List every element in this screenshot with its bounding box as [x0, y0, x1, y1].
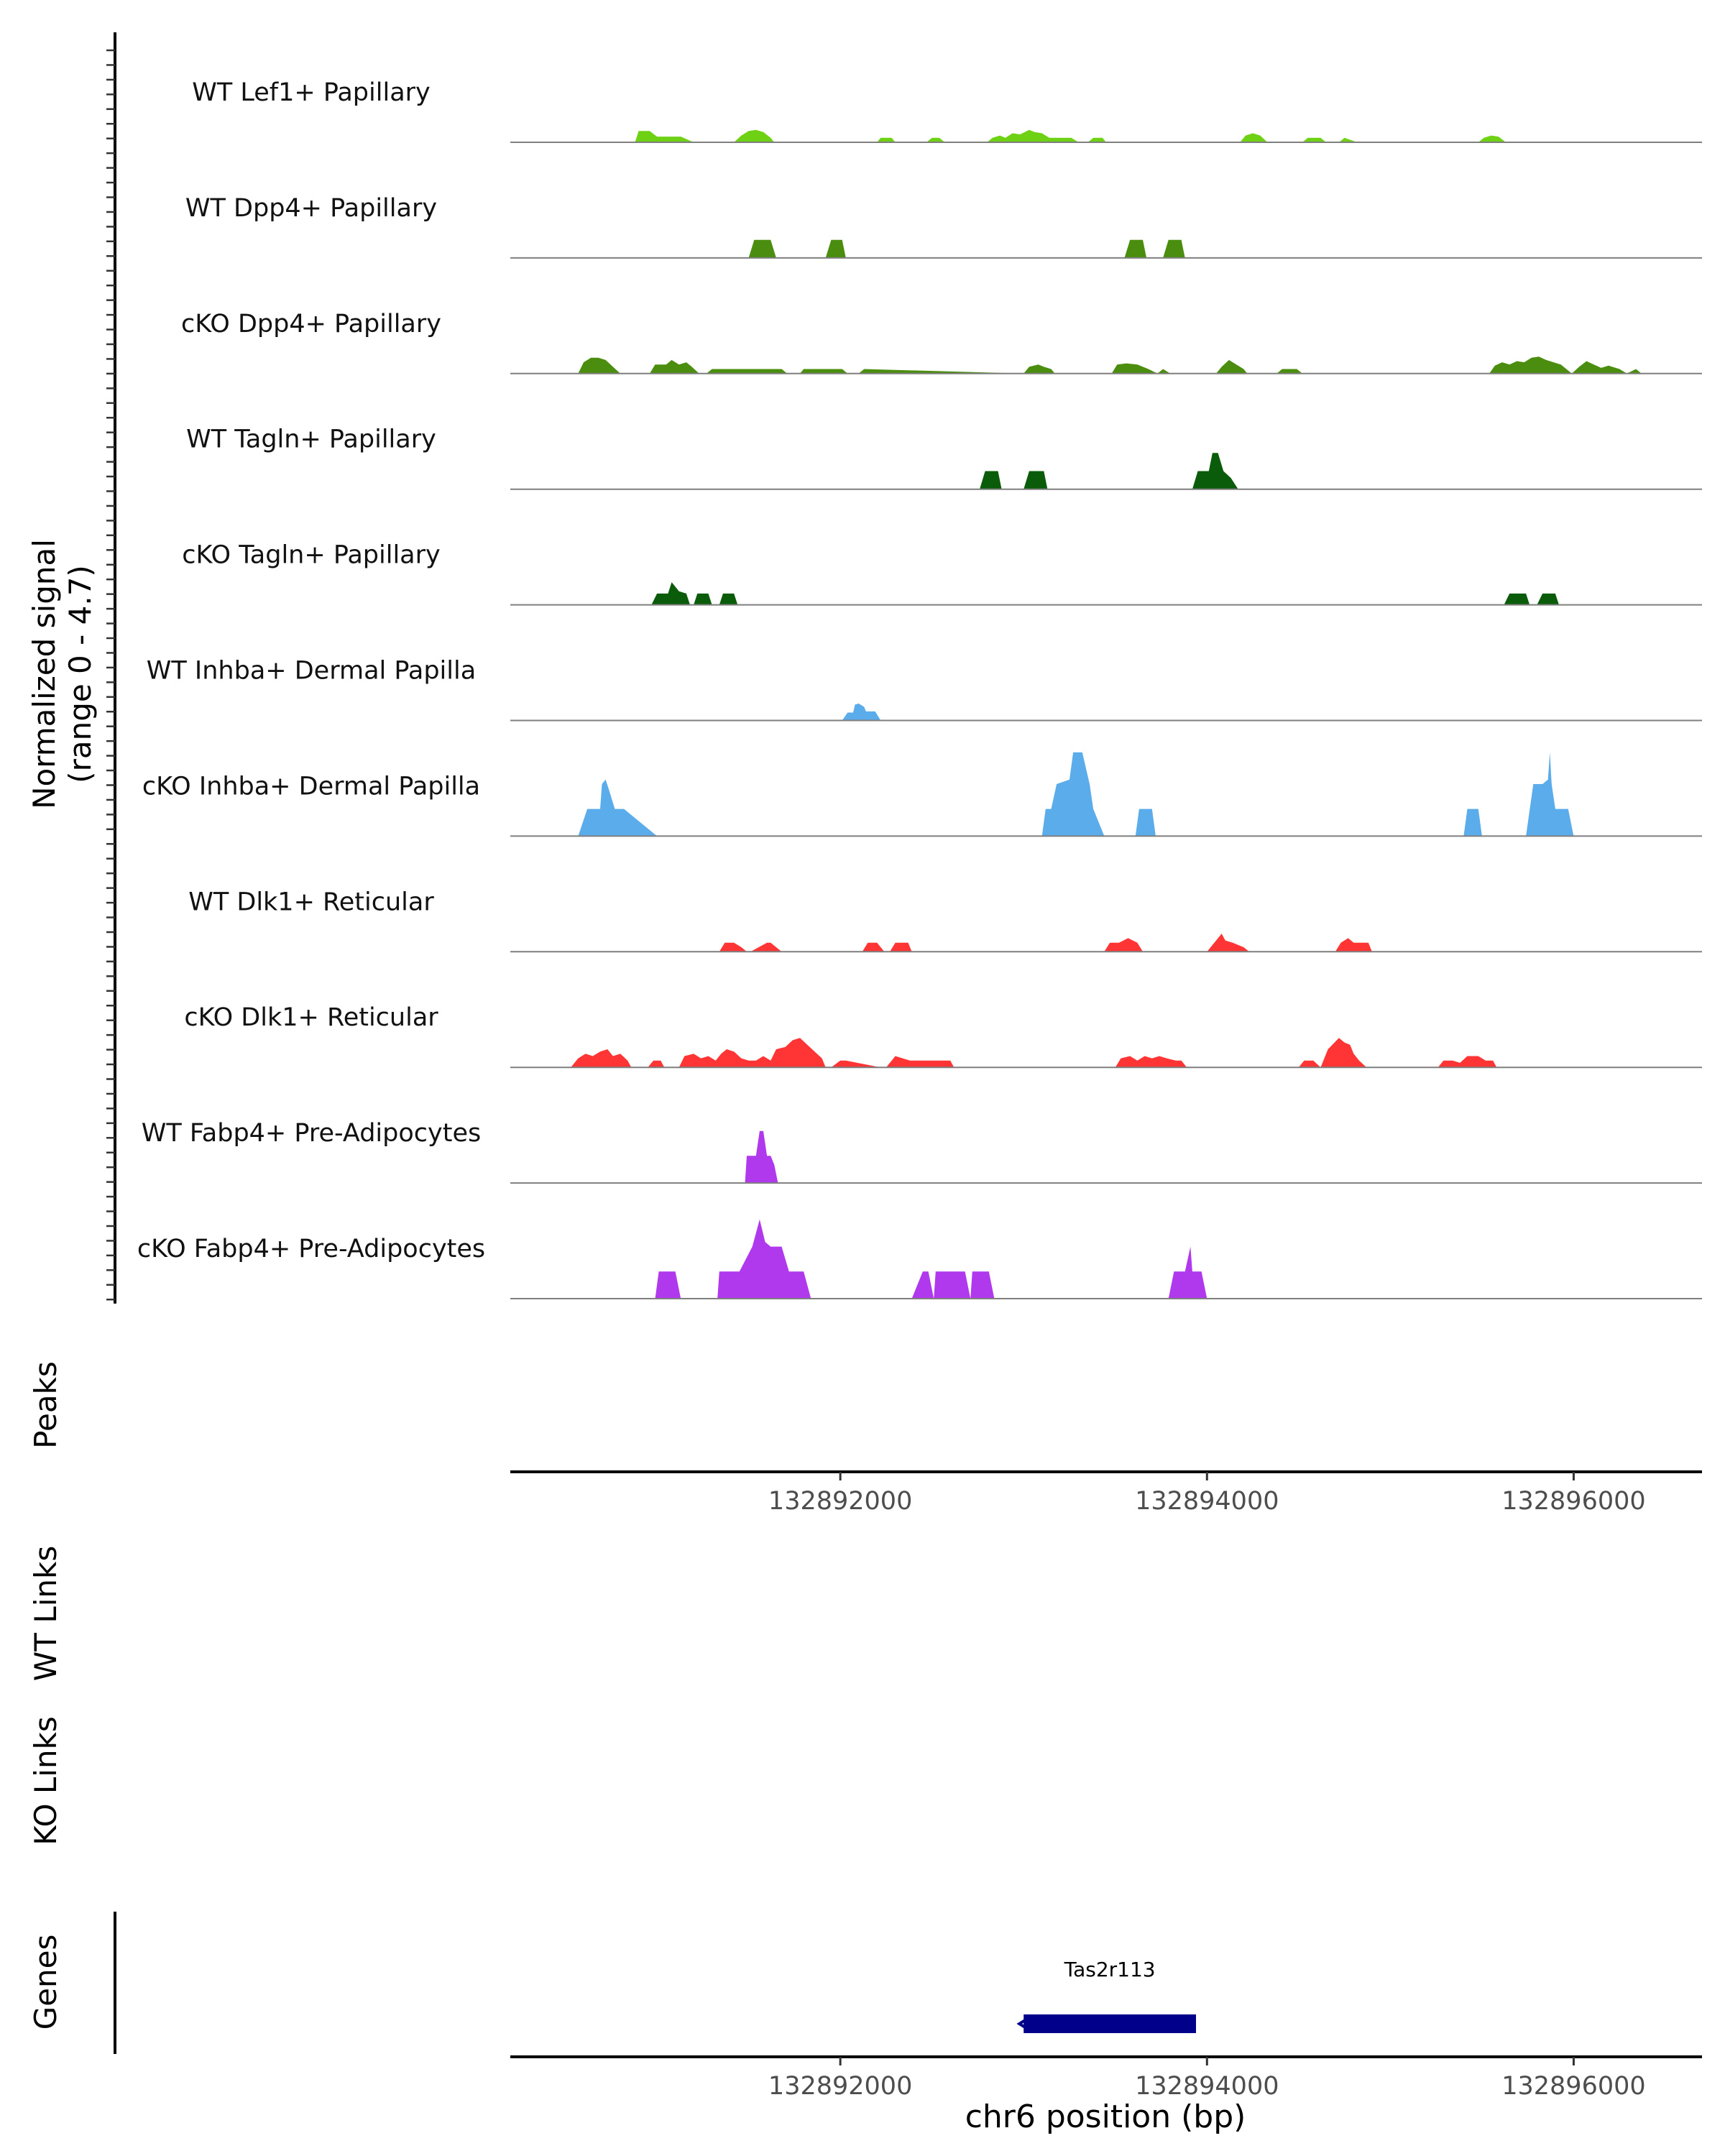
wt-links-label: WT Links: [28, 1546, 63, 1681]
coverage-area: [719, 934, 1372, 952]
peaks-x-tick-label: 132896000: [1501, 1487, 1645, 1516]
track-label: cKO Inhba+ Dermal Papilla: [142, 772, 480, 801]
track-wt-tagln-papillary: WT Tagln+ Papillary: [186, 425, 1702, 490]
gene-annotations: Tas2r113: [1016, 1958, 1196, 2033]
coverage-area: [651, 582, 1559, 605]
genes-x-axis: 132892000 132894000 132896000: [510, 2055, 1702, 2101]
track-cko-tagln-papillary: cKO Tagln+ Papillary: [182, 541, 1702, 606]
peaks-label: Peaks: [28, 1361, 63, 1449]
coverage-tracks: WT Lef1+ Papillary WT Dpp4+ Papillary cKO …: [137, 78, 1702, 1299]
track-wt-dpp4-papillary: WT Dpp4+ Papillary: [185, 194, 1702, 259]
gene-body: [1024, 2014, 1196, 2033]
track-label: cKO Dpp4+ Papillary: [181, 310, 441, 338]
track-wt-inhba-dermal-papilla: WT Inhba+ Dermal Papilla: [147, 657, 1702, 722]
genes-x-tick-label: 132896000: [1501, 2072, 1645, 2101]
genes-label: Genes: [28, 1935, 63, 2030]
track-wt-dlk1-reticular: WT Dlk1+ Reticular: [188, 888, 1702, 953]
track-cko-inhba-dermal-papilla: cKO Inhba+ Dermal Papilla: [142, 752, 1702, 837]
coverage-area: [748, 239, 1185, 258]
ko-links-label: KO Links: [28, 1716, 63, 1846]
track-label: cKO Dlk1+ Reticular: [184, 1003, 438, 1032]
gene-name: Tas2r113: [1064, 1958, 1156, 1981]
x-axis-title: chr6 position (bp): [965, 2099, 1246, 2135]
track-label: WT Dpp4+ Papillary: [185, 194, 437, 223]
track-label: cKO Tagln+ Papillary: [182, 541, 441, 570]
coverage-area: [745, 1130, 778, 1184]
track-cko-dlk1-reticular: cKO Dlk1+ Reticular: [184, 1003, 1702, 1069]
track-label: WT Tagln+ Papillary: [186, 425, 436, 454]
y-axis-title: Normalized signal: [27, 539, 62, 809]
coverage-area: [980, 453, 1238, 489]
genes-x-tick-label: 132894000: [1135, 2072, 1279, 2101]
gene-tas2r113: Tas2r113: [1016, 1958, 1196, 2033]
y-axis-range: (range 0 - 4.7): [63, 565, 98, 783]
genes-x-tick-label: 132892000: [768, 2072, 912, 2101]
track-label: cKO Fabp4+ Pre-Adipocytes: [137, 1235, 485, 1263]
track-label: WT Lef1+ Papillary: [192, 78, 431, 107]
strand-arrow-icon: [1016, 2015, 1032, 2032]
signal-y-axis: [106, 32, 116, 1304]
track-label: WT Fabp4+ Pre-Adipocytes: [142, 1119, 481, 1148]
coverage-area: [578, 356, 1642, 374]
track-wt-lef1-papillary: WT Lef1+ Papillary: [192, 78, 1702, 143]
track-label: WT Dlk1+ Reticular: [188, 888, 434, 916]
coverage-area: [655, 1219, 1208, 1299]
coverage-area: [571, 1038, 1497, 1068]
coverage-area: [842, 703, 881, 721]
track-cko-fabp4-pre-adipocytes: cKO Fabp4+ Pre-Adipocytes: [137, 1219, 1702, 1299]
coverage-area: [635, 129, 1506, 142]
track-label: WT Inhba+ Dermal Papilla: [147, 657, 476, 686]
coverage-area: [578, 752, 1574, 837]
peaks-x-tick-label: 132894000: [1135, 1487, 1279, 1516]
track-cko-dpp4-papillary: cKO Dpp4+ Papillary: [181, 310, 1702, 374]
peaks-x-tick-label: 132892000: [768, 1487, 912, 1516]
track-wt-fabp4-pre-adipocytes: WT Fabp4+ Pre-Adipocytes: [142, 1119, 1702, 1184]
peaks-x-axis: 132892000 132894000 132896000: [510, 1470, 1702, 1516]
